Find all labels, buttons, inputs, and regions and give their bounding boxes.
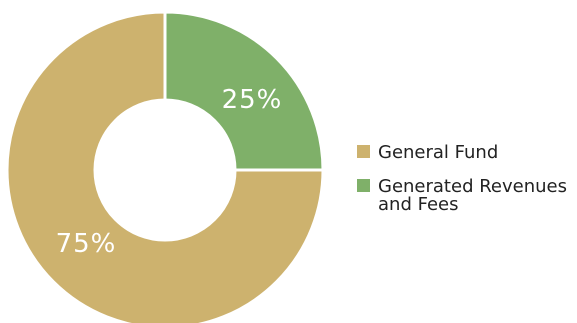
slice-label-25: 25% xyxy=(222,85,283,115)
donut-slice-generated-revenues-and-fees xyxy=(163,10,325,172)
legend-swatch-0 xyxy=(357,145,370,158)
legend-label-0-line-0: General Fund xyxy=(378,142,498,163)
slice-labels: 25% 75% xyxy=(56,85,283,259)
slice-label-75: 75% xyxy=(56,229,117,259)
legend-swatch-1 xyxy=(357,179,370,192)
donut-slices xyxy=(5,10,325,323)
legend-label-1-line-1: and Fees xyxy=(378,194,458,215)
legend-label-1-line-0: Generated Revenues xyxy=(378,176,567,197)
